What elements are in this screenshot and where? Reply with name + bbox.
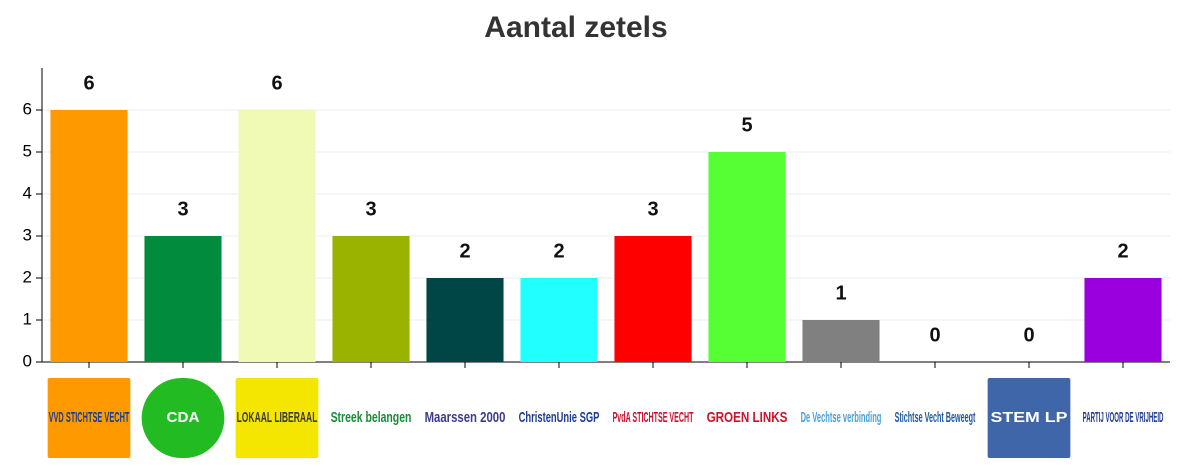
logo-background bbox=[987, 378, 1071, 458]
value-label: 3 bbox=[177, 198, 188, 220]
value-label: 6 bbox=[271, 72, 282, 94]
x-tick-label: LOKAAL LIBERAAL bbox=[237, 409, 318, 426]
bar bbox=[50, 110, 128, 362]
x-tick-label: CDA bbox=[167, 409, 200, 426]
value-label: 2 bbox=[1117, 240, 1128, 262]
value-label: 2 bbox=[459, 240, 470, 262]
x-tick-label: ChristenUnie SGP bbox=[519, 409, 600, 426]
value-label: 1 bbox=[835, 282, 846, 304]
x-tick-label: STEM LP bbox=[991, 409, 1068, 426]
x-tick-label: Maarssen 2000 bbox=[425, 409, 506, 426]
x-tick-label: PvdA STICHTSE VECHT bbox=[613, 409, 694, 426]
value-label: 6 bbox=[83, 72, 94, 94]
logo-background bbox=[235, 378, 319, 458]
bar bbox=[802, 320, 880, 362]
value-label: 2 bbox=[553, 240, 564, 262]
y-tick-label: 5 bbox=[23, 141, 32, 160]
y-tick-label: 2 bbox=[23, 267, 32, 286]
value-label: 3 bbox=[365, 198, 376, 220]
bar bbox=[332, 236, 410, 362]
bar bbox=[238, 110, 316, 362]
y-tick-label: 6 bbox=[23, 99, 32, 118]
bar bbox=[520, 278, 598, 362]
x-tick-label: VVD STICHTSE VECHT bbox=[49, 409, 130, 426]
bar bbox=[708, 152, 786, 362]
logo-background bbox=[141, 378, 225, 458]
bar bbox=[426, 278, 504, 362]
y-tick-label: 0 bbox=[23, 351, 32, 370]
bar bbox=[1084, 278, 1162, 362]
x-tick-label: GROEN LINKS bbox=[707, 409, 788, 426]
y-tick-label: 3 bbox=[23, 225, 32, 244]
value-label: 0 bbox=[1023, 324, 1034, 346]
x-tick-label: De Vechtse verbinding bbox=[801, 409, 882, 426]
x-tick-label: PARTIJ VOOR DE VRIJHEID bbox=[1083, 409, 1164, 426]
x-tick-label: Stichtse Vecht Beweegt bbox=[895, 409, 976, 426]
logo-background bbox=[47, 378, 131, 458]
x-tick-label: Streek belangen bbox=[331, 409, 412, 426]
y-tick-label: 4 bbox=[23, 183, 32, 202]
bar bbox=[144, 236, 222, 362]
value-label: 0 bbox=[929, 324, 940, 346]
y-tick-label: 1 bbox=[23, 309, 32, 328]
value-label: 5 bbox=[741, 114, 752, 136]
value-label: 3 bbox=[647, 198, 658, 220]
bar bbox=[614, 236, 692, 362]
chart-title: Aantal zetels bbox=[484, 11, 667, 44]
